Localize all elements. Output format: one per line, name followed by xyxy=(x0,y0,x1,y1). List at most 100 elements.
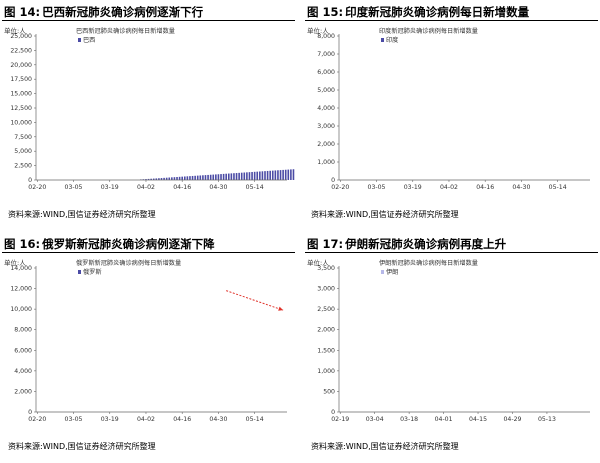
legend-label: 巴西 xyxy=(83,37,95,44)
bar-chart: 单位:人 伊朗新冠肺炎确诊病例每日新增数量 0 500 1,000 1,500 2,000 2… xyxy=(307,258,590,423)
y-tick-label: 500 xyxy=(323,388,335,395)
bar xyxy=(150,178,152,180)
y-tick-label: 12,500 xyxy=(10,105,32,112)
series-note: 印度新冠肺炎确诊病例每日新增数量 xyxy=(379,27,478,35)
y-tick-label: 22,500 xyxy=(10,47,32,54)
x-tick-label: 05-14 xyxy=(549,184,567,191)
bar xyxy=(235,173,238,180)
bar xyxy=(152,178,155,180)
figure-title-bar: 图 17: 伊朗新冠肺炎确诊病例再度上升 xyxy=(305,237,598,253)
figure-panel-brazil: 图 14: 巴西新冠肺炎确诊病例逐渐下行 单位:人 巴西新冠肺炎确诊病例每日新增数量… xyxy=(2,0,295,231)
x-tick-label: 04-29 xyxy=(503,416,521,423)
y-tick-label: 17,500 xyxy=(10,76,32,83)
y-tick-label: 3,000 xyxy=(317,123,335,130)
y-tick-label: 1,000 xyxy=(317,368,335,375)
bar xyxy=(176,177,178,180)
y-tick-label: 7,000 xyxy=(317,51,335,58)
y-tick-label: 2,000 xyxy=(317,327,335,334)
bar-chart: 单位:人 印度新冠肺炎确诊病例每日新增数量 0 1,000 2,000 3,000 4,00… xyxy=(307,26,590,191)
y-tick-label: 0 xyxy=(28,409,32,416)
bar xyxy=(282,169,284,180)
legend-swatch xyxy=(381,270,384,274)
bar xyxy=(277,170,279,180)
bar xyxy=(212,174,215,180)
bar xyxy=(256,171,259,180)
x-tick-label: 04-02 xyxy=(137,416,155,423)
y-tick-label: 6,000 xyxy=(317,69,335,76)
x-tick-label: 04-01 xyxy=(435,416,453,423)
x-tick-label: 03-04 xyxy=(366,416,384,423)
bar xyxy=(142,179,145,180)
figure-title-bar: 图 14: 巴西新冠肺炎确诊病例逐渐下行 xyxy=(2,5,295,21)
bar xyxy=(274,170,277,180)
bar xyxy=(199,175,202,180)
y-tick-label: 1,000 xyxy=(317,159,335,166)
bar xyxy=(233,173,235,180)
bar xyxy=(261,171,264,180)
bar xyxy=(183,176,186,180)
bar xyxy=(284,169,287,180)
bar xyxy=(220,174,222,180)
bar xyxy=(271,170,274,180)
y-tick-label: 2,000 xyxy=(14,388,32,395)
figure-title: 俄罗斯新冠肺炎确诊病例逐渐下降 xyxy=(42,237,215,251)
bar xyxy=(292,169,295,180)
figure-panel-india: 图 15: 印度新冠肺炎确诊病例每日新增数量 单位:人 印度新冠肺炎确诊病例每日新增… xyxy=(305,0,598,231)
legend-swatch xyxy=(78,270,81,274)
legend-swatch xyxy=(381,38,384,42)
x-tick-label: 03-19 xyxy=(101,184,119,191)
x-tick-label: 05-14 xyxy=(246,184,264,191)
y-tick-label: 10,000 xyxy=(10,306,32,313)
y-tick-label: 10,000 xyxy=(10,119,32,126)
bar xyxy=(186,176,189,180)
bar-chart: 单位:人 巴西新冠肺炎确诊病例每日新增数量 0 2,500 5,000 7,500 10,0… xyxy=(4,26,295,191)
bar xyxy=(230,173,233,180)
bar xyxy=(158,178,160,180)
x-tick-label: 03-05 xyxy=(65,184,83,191)
bar xyxy=(189,176,191,180)
y-tick-label: 4,000 xyxy=(14,368,32,375)
bar xyxy=(222,173,225,180)
x-tick-label: 03-18 xyxy=(400,416,418,423)
legend-label: 俄罗斯 xyxy=(83,268,102,276)
x-tick-label: 02-20 xyxy=(28,416,46,423)
x-tick-label: 04-30 xyxy=(209,416,227,423)
bar xyxy=(191,175,194,180)
bar xyxy=(207,174,209,180)
bar xyxy=(155,178,158,180)
bar xyxy=(147,178,150,180)
x-tick-label: 03-19 xyxy=(101,416,119,423)
x-tick-label: 04-02 xyxy=(440,184,458,191)
y-tick-label: 15,000 xyxy=(10,91,32,98)
bar xyxy=(264,171,266,180)
bar xyxy=(215,174,217,180)
bar xyxy=(251,171,253,180)
x-tick-label: 03-05 xyxy=(368,184,386,191)
y-tick-label: 20,000 xyxy=(10,62,32,69)
bar xyxy=(202,175,204,180)
bar xyxy=(145,179,147,180)
bar xyxy=(240,172,243,180)
figure-title-bar: 图 16: 俄罗斯新冠肺炎确诊病例逐渐下降 xyxy=(2,237,295,253)
bar xyxy=(160,178,163,180)
x-tick-label: 04-16 xyxy=(173,184,191,191)
bar xyxy=(266,170,269,180)
series-note: 俄罗斯新冠肺炎确诊病例每日新增数量 xyxy=(76,259,181,267)
figure-title: 伊朗新冠肺炎确诊病例再度上升 xyxy=(345,237,507,251)
y-tick-label: 2,500 xyxy=(317,306,335,313)
figure-panel-russia: 图 16: 俄罗斯新冠肺炎确诊病例逐渐下降 单位:人 俄罗斯新冠肺炎确诊病例每日新增… xyxy=(2,232,295,463)
figure-title: 印度新冠肺炎确诊病例每日新增数量 xyxy=(345,5,530,19)
unit-label: 单位:人 xyxy=(4,258,26,267)
source-note: 资料来源:WIND,国信证券经济研究所整理 xyxy=(311,442,459,451)
y-tick-label: 1,500 xyxy=(317,347,335,354)
figure-label: 图 14: xyxy=(4,5,41,19)
x-tick-label: 02-20 xyxy=(28,184,46,191)
legend-swatch xyxy=(78,38,81,42)
x-tick-label: 03-05 xyxy=(65,416,83,423)
series-note: 伊朗新冠肺炎确诊病例每日新增数量 xyxy=(379,259,478,267)
bar xyxy=(173,177,176,180)
bar xyxy=(194,175,196,180)
x-tick-label: 04-15 xyxy=(469,416,487,423)
y-tick-label: 8,000 xyxy=(317,33,335,40)
bar xyxy=(225,173,227,180)
